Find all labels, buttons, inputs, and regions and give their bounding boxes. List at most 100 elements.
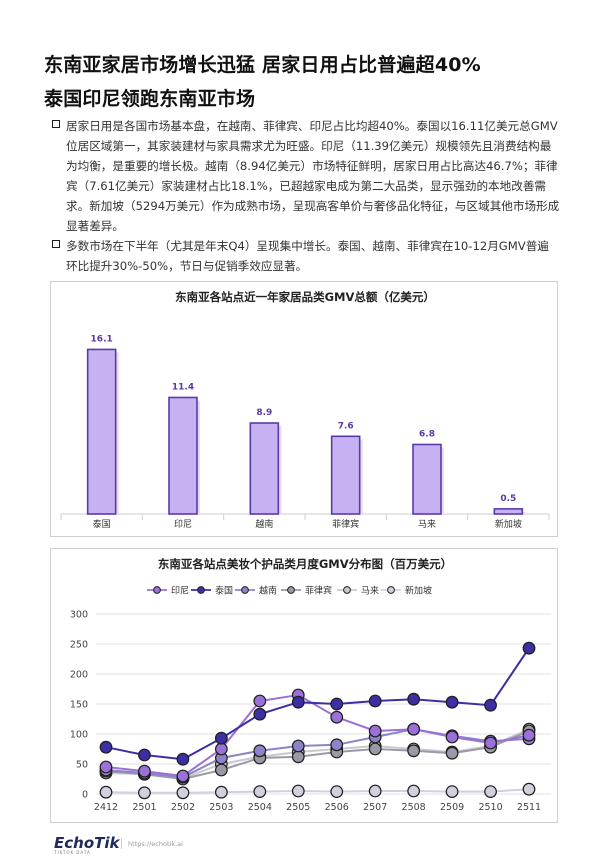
series-point-泰国 (253, 707, 267, 721)
bar-category-label: 马来 (418, 519, 436, 530)
series-line-印尼 (105, 693, 530, 778)
legend-item-印尼: 印尼 (147, 585, 189, 597)
legend-marker (197, 586, 205, 594)
series-point-印尼 (330, 710, 344, 724)
series-point-泰国 (368, 694, 382, 708)
x-tick-label: 2506 (325, 802, 349, 813)
series-point-印尼 (522, 728, 536, 742)
series-point-新加坡 (291, 784, 305, 798)
series-point-新加坡 (138, 786, 151, 800)
logo-subtext: TIKTOK DATA (54, 850, 91, 855)
x-tick-label: 2412 (94, 802, 118, 813)
x-tick-label: 2507 (363, 802, 387, 813)
beauty-line-chart: 东南亚各站点美妆个护品类月度GMV分布图（百万美元） 印尼 泰国 越南 菲律宾 马来 新加坡… (70, 557, 551, 813)
legend-label: 印尼 (171, 585, 189, 597)
bar-value-label: 8.9 (256, 408, 272, 418)
bar-category-label: 印尼 (174, 518, 192, 530)
legend-item-马来: 马来 (337, 586, 379, 597)
footer-url: https://echotik.ai (128, 840, 183, 848)
x-tick-label: 2508 (402, 802, 426, 813)
bullet-square-icon (52, 240, 60, 248)
x-tick-label: 2505 (286, 802, 310, 813)
bar-value-label: 6.8 (419, 429, 435, 439)
legend-item-菲律宾: 菲律宾 (281, 585, 332, 597)
legend-marker (153, 586, 161, 594)
bar-category-label: 新加坡 (495, 518, 522, 530)
bar-value-label: 16.1 (91, 334, 113, 344)
series-point-新加坡 (253, 785, 267, 799)
series-point-新加坡 (522, 782, 536, 796)
series-point-泰国 (99, 740, 113, 754)
series-point-印尼 (253, 694, 267, 708)
headline-line-1: 东南亚家居市场增长迅猛 居家日用占比普遍超40% (44, 54, 481, 76)
bar-category-label: 越南 (255, 518, 273, 530)
legend-label: 菲律宾 (305, 585, 332, 597)
series-point-印尼 (176, 769, 190, 783)
legend-marker (241, 586, 249, 594)
series-point-印尼 (484, 736, 497, 750)
series-point-泰国 (445, 695, 459, 709)
bar-新加坡 (493, 508, 524, 515)
series-point-菲律宾 (445, 746, 459, 760)
bullet-square-icon (52, 120, 60, 128)
bullet-paragraph-1: 居家日用是各国市场基本盘，在越南、菲律宾、印尼占比均超40%。泰国以16.11亿… (52, 116, 560, 236)
legend-label: 泰国 (215, 585, 233, 597)
legend-label: 马来 (361, 586, 379, 597)
series-point-泰国 (138, 748, 151, 762)
legend-item-新加坡: 新加坡 (381, 585, 432, 597)
legend-marker (287, 586, 295, 594)
series-line-菲律宾 (105, 730, 530, 781)
series-point-新加坡 (407, 784, 421, 798)
gmv-bar-chart-card: 东南亚各站点近一年家居品类GMV总额（亿美元） 16.1 泰国 11.4 印尼 8.9 越南… (50, 281, 558, 537)
series-point-泰国 (522, 641, 536, 655)
series-point-印尼 (368, 724, 382, 738)
legend-marker (343, 586, 351, 594)
series-point-泰国 (330, 697, 344, 711)
bar-chart-title: 东南亚各站点近一年家居品类GMV总额（亿美元） (175, 290, 435, 304)
y-tick-label: 50 (76, 760, 88, 771)
y-tick-label: 0 (82, 790, 88, 801)
x-tick-label: 2510 (478, 802, 502, 813)
series-line-越南 (105, 728, 530, 779)
series-point-印尼 (407, 722, 421, 736)
bullet-text-1: 居家日用是各国市场基本盘，在越南、菲律宾、印尼占比均超40%。泰国以16.11亿… (66, 119, 560, 233)
series-point-新加坡 (484, 785, 497, 799)
bar-category-label: 泰国 (93, 518, 111, 530)
series-point-印尼 (445, 730, 459, 744)
y-tick-label: 100 (70, 730, 88, 741)
bar-value-label: 7.6 (338, 421, 354, 431)
series-point-泰国 (407, 692, 421, 706)
y-tick-label: 200 (70, 670, 88, 681)
bullet-paragraph-2: 多数市场在下半年（尤其是年末Q4）呈现集中增长。泰国、越南、菲律宾在10-12月… (52, 236, 560, 276)
series-point-印尼 (138, 764, 151, 778)
series-point-印尼 (214, 742, 228, 756)
series-point-泰国 (176, 752, 190, 766)
series-point-新加坡 (445, 785, 459, 799)
beauty-line-chart-card: 东南亚各站点美妆个护品类月度GMV分布图（百万美元） 印尼 泰国 越南 菲律宾 马来 新加坡… (50, 548, 558, 823)
series-point-越南 (253, 744, 267, 758)
legend-marker (387, 586, 395, 594)
legend-item-越南: 越南 (235, 585, 277, 597)
series-point-越南 (291, 739, 305, 753)
series-point-新加坡 (99, 785, 113, 799)
series-point-菲律宾 (291, 750, 305, 764)
bullet-text-2: 多数市场在下半年（尤其是年末Q4）呈现集中增长。泰国、越南、菲律宾在10-12月… (66, 239, 549, 273)
x-tick-label: 2504 (248, 802, 272, 813)
bar-越南 (249, 422, 280, 515)
series-point-菲律宾 (368, 742, 382, 756)
series-point-菲律宾 (214, 763, 228, 777)
x-tick-label: 2502 (171, 802, 195, 813)
line-chart-title: 东南亚各站点美妆个护品类月度GMV分布图（百万美元） (158, 557, 452, 571)
bar-泰国 (86, 348, 117, 515)
series-point-泰国 (484, 698, 497, 712)
series-point-新加坡 (368, 784, 382, 798)
bar-value-label: 11.4 (172, 382, 194, 392)
series-point-新加坡 (214, 785, 228, 799)
logo-text: EchoTik (54, 834, 120, 852)
series-point-泰国 (291, 695, 305, 709)
echotik-logo: EchoTik TIKTOK DATA (54, 834, 119, 855)
footer-divider (121, 838, 122, 849)
series-point-新加坡 (176, 786, 190, 800)
headline-line-2: 泰国印尼领跑东南亚市场 (44, 88, 256, 110)
gmv-bar-chart: 东南亚各站点近一年家居品类GMV总额（亿美元） 16.1 泰国 11.4 印尼 8.9 越南… (60, 290, 550, 530)
